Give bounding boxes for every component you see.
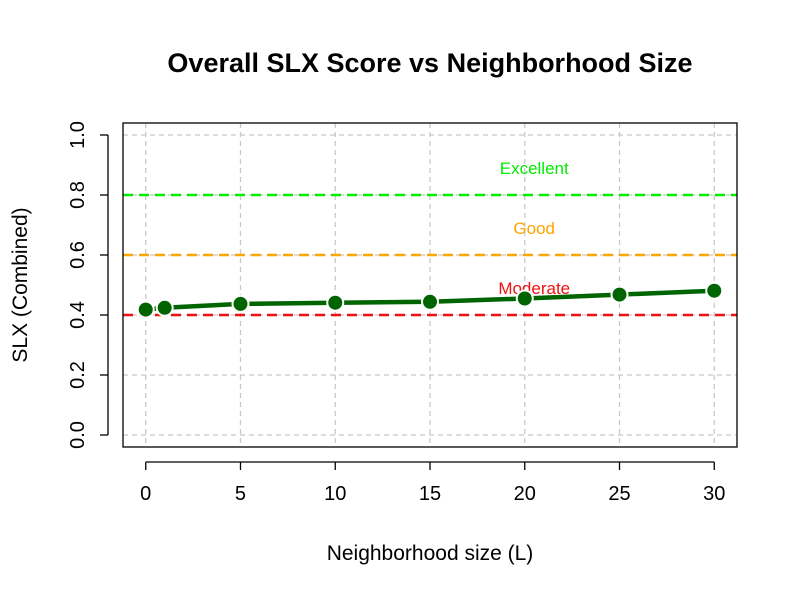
data-point	[705, 281, 724, 300]
data-point	[421, 292, 439, 311]
chart-title: Overall SLX Score vs Neighborhood Size	[167, 48, 692, 78]
x-tick-label: 5	[235, 483, 246, 505]
zone-label: Good	[513, 219, 555, 238]
x-tick-label: 25	[608, 483, 630, 505]
y-tick-label: 0.0	[67, 421, 89, 449]
x-tick-label: 0	[140, 483, 151, 505]
y-tick-label: 0.6	[67, 241, 89, 269]
y-axis: 0.0 0.2 0.4 0.6 0.8 1.0	[67, 121, 109, 449]
x-tick-label: 20	[514, 483, 536, 505]
data-point	[136, 300, 155, 319]
reference-lines	[123, 193, 737, 317]
y-axis-label: SLX (Combined)	[9, 207, 32, 362]
data-point	[326, 293, 345, 312]
data-point	[515, 289, 534, 308]
y-tick-label: 0.4	[67, 301, 89, 329]
data-point	[231, 294, 250, 313]
x-tick-label: 15	[419, 483, 441, 505]
x-tick-label: 30	[703, 483, 725, 505]
zone-label: Moderate	[498, 279, 570, 298]
plot-frame	[122, 122, 738, 448]
x-axis: 0 5 10 15 20 25 30	[140, 461, 725, 505]
zone-annotations: Excellent Good Moderate	[498, 159, 570, 298]
series-line	[145, 288, 715, 312]
y-tick-label: 0.2	[67, 361, 89, 389]
x-axis-label: Neighborhood size (L)	[327, 542, 534, 565]
data-point	[610, 285, 629, 304]
zone-label: Excellent	[500, 159, 569, 178]
grid	[123, 123, 737, 447]
data-point	[155, 298, 174, 317]
series	[136, 281, 724, 319]
y-tick-label: 0.8	[67, 181, 89, 209]
y-tick-label: 1.0	[67, 121, 89, 149]
x-tick-label: 10	[324, 483, 346, 505]
